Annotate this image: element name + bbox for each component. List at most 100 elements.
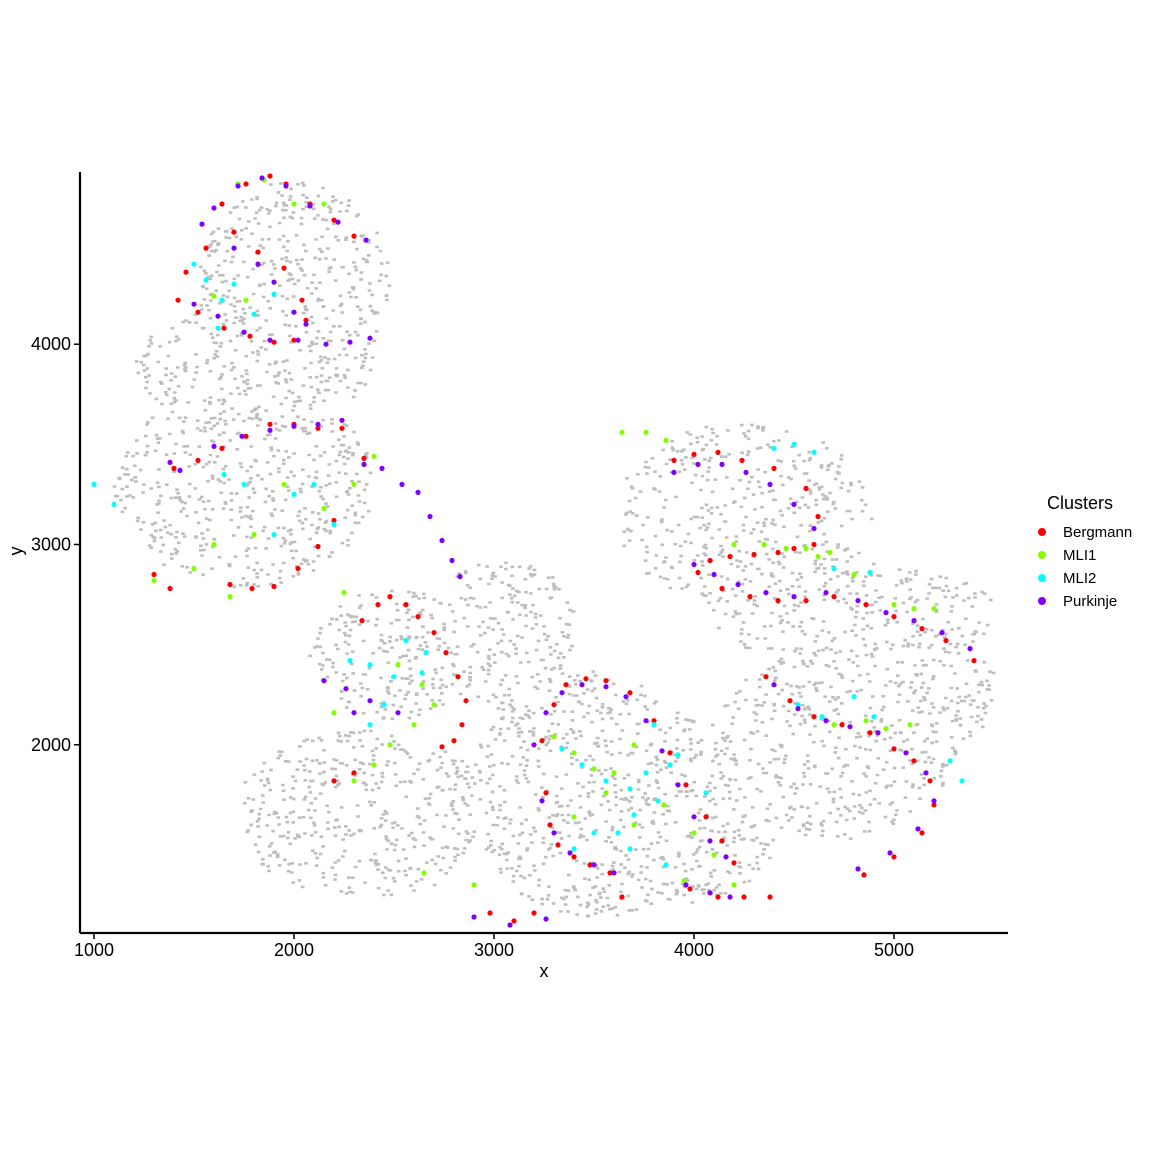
point-purkinje [855,866,861,872]
point-mli1 [431,702,437,708]
point-purkinje [211,443,217,449]
point-mli1 [883,726,889,732]
point-purkinje [695,461,701,467]
point-mli2 [603,778,609,784]
point-bergmann [831,594,837,600]
point-purkinje [177,467,183,473]
point-purkinje [335,219,341,225]
point-mli1 [815,553,821,560]
y-axis-title: y [6,547,26,556]
point-mli1 [211,293,217,299]
point-mli2 [795,702,801,708]
point-bergmann [387,594,393,600]
point-bergmann [443,650,449,656]
point-bergmann [927,778,933,784]
point-bergmann [219,201,225,207]
point-bergmann [243,433,249,439]
point-mli2 [347,658,353,664]
point-mli1 [803,545,809,552]
point-purkinje [643,718,649,724]
point-mli2 [831,565,837,572]
point-bergmann [671,457,677,463]
point-bergmann [183,269,189,275]
point-mli1 [419,682,425,688]
point-bergmann [861,872,867,878]
point-mli2 [221,471,227,477]
legend-key-mli2 [1038,574,1046,582]
point-bergmann [243,181,249,187]
point-bergmann [315,425,321,431]
point-purkinje [271,279,277,285]
point-purkinje [559,690,565,696]
point-bergmann [171,465,177,471]
point-bergmann [271,339,277,345]
point-purkinje [323,341,329,347]
point-purkinje [531,742,537,748]
point-mli1 [571,750,577,756]
point-bergmann [815,513,821,520]
point-bergmann [803,598,809,604]
point-purkinje [395,710,401,716]
point-purkinje [239,433,245,439]
legend-title: Clusters [1047,493,1113,513]
point-mli1 [321,505,327,511]
point-purkinje [307,203,313,209]
point-mli2 [643,770,649,776]
point-purkinje [167,459,173,465]
point-bergmann [439,744,445,750]
point-purkinje [591,862,597,868]
point-bergmann [919,830,925,836]
point-bergmann [715,894,721,900]
point-mli1 [551,734,557,740]
point-purkinje [931,798,937,804]
point-bergmann [331,778,337,784]
point-mli2 [627,786,633,792]
legend-label-mli1: MLI1 [1063,547,1096,564]
point-bergmann [739,457,745,463]
point-bergmann [531,910,537,916]
point-mli2 [871,714,877,720]
point-mli1 [603,790,609,796]
point-bergmann [583,676,589,682]
point-mli2 [219,297,225,303]
point-bergmann [315,543,321,550]
point-purkinje [315,421,321,427]
point-mli2 [381,702,387,708]
point-mli1 [619,429,625,435]
legend-label-bergmann: Bergmann [1063,524,1132,541]
series-mli1 [151,177,937,888]
point-mli2 [571,846,577,852]
point-bergmann [175,297,181,303]
background-cells-layer [112,181,996,918]
point-bergmann [747,594,753,600]
point-bergmann [919,626,925,632]
point-purkinje [191,301,197,307]
point-purkinje [883,610,889,616]
point-mli2 [559,746,565,752]
point-purkinje [379,465,385,471]
point-bergmann [619,894,625,900]
point-purkinje [415,489,421,495]
point-mli1 [907,722,913,728]
point-mli2 [215,325,221,331]
point-mli1 [681,878,687,884]
point-bergmann [151,571,157,578]
point-mli2 [655,798,661,804]
point-bergmann [451,738,457,744]
point-bergmann [555,842,561,848]
point-bergmann [715,449,721,455]
point-bergmann [771,465,777,471]
point-mli1 [931,606,937,612]
point-mli2 [291,491,297,497]
point-bergmann [775,598,781,604]
point-purkinje [471,914,477,920]
point-purkinje [367,335,373,341]
point-mli2 [579,762,585,768]
point-mli1 [331,710,337,716]
x-tick-label: 2000 [274,940,314,960]
point-mli2 [627,846,633,852]
point-purkinje [719,461,725,467]
point-bergmann [271,583,277,590]
point-purkinje [707,838,713,844]
point-purkinje [295,337,301,343]
